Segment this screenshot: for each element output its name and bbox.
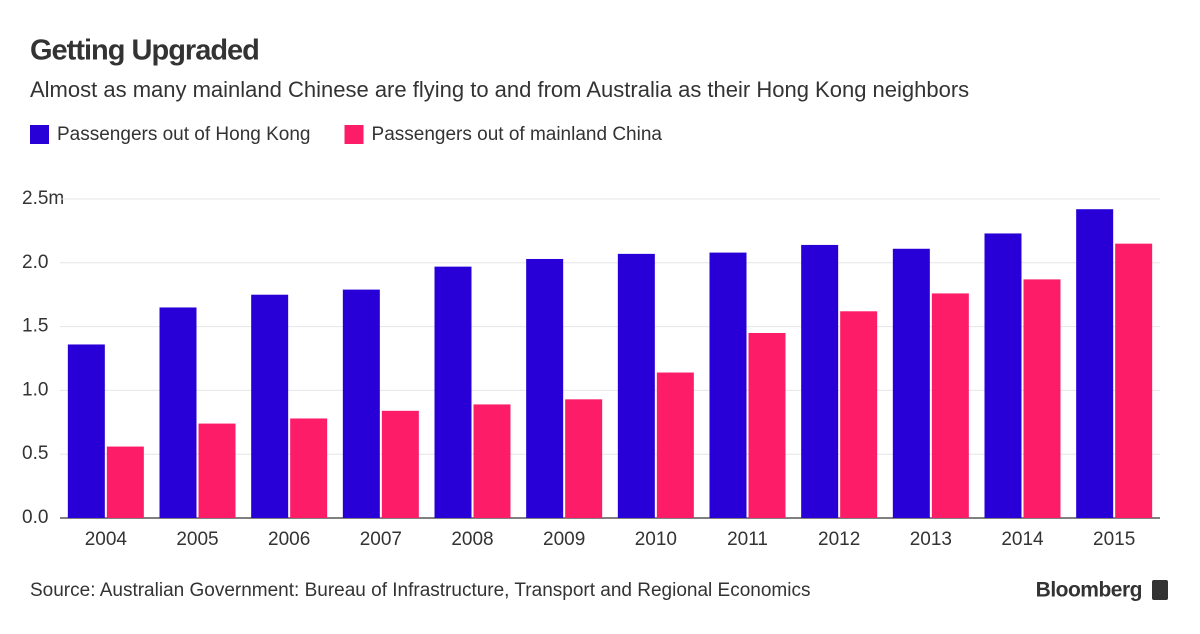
brand: Bloomberg — [1036, 579, 1142, 602]
bar — [984, 233, 1022, 518]
x-tick-label: 2015 — [1093, 529, 1135, 550]
bar — [1115, 243, 1153, 518]
bar — [892, 248, 930, 518]
bar — [1076, 209, 1114, 518]
bar — [159, 307, 197, 518]
x-tick-label: 2005 — [176, 529, 218, 550]
x-tick-label: 2007 — [360, 529, 402, 550]
x-tick-label: 2011 — [727, 529, 768, 550]
bar — [290, 418, 328, 518]
x-tick-label: 2010 — [635, 529, 677, 550]
x-tick-label: 2006 — [268, 529, 310, 550]
chart-title: Getting Upgraded — [30, 35, 259, 67]
bar — [748, 332, 786, 518]
legend-label: Passengers out of mainland China — [372, 124, 663, 145]
y-tick-label: 0.0 — [22, 507, 48, 528]
bar — [251, 294, 289, 518]
x-tick-label: 2012 — [818, 529, 860, 550]
bar — [526, 258, 564, 518]
x-tick-label: 2014 — [1001, 529, 1044, 550]
bar — [617, 253, 655, 519]
legend-swatch — [344, 125, 364, 144]
bar — [931, 293, 969, 518]
x-tick-label: 2004 — [85, 529, 128, 550]
legend-label: Passengers out of Hong Kong — [57, 124, 311, 145]
x-tick-label: 2009 — [543, 529, 585, 550]
bar — [106, 446, 144, 518]
bar — [709, 252, 747, 519]
bar — [381, 410, 419, 518]
bar — [565, 399, 603, 518]
y-tick-label: 2.0 — [22, 252, 48, 273]
legend-swatch — [30, 125, 49, 144]
y-tick-label: 1.5 — [22, 316, 48, 337]
chart-subtitle: Almost as many mainland Chinese are flyi… — [30, 77, 969, 102]
y-tick-label: 1.0 — [22, 379, 48, 400]
bar — [473, 404, 511, 518]
y-tick-label: 0.5 — [22, 443, 48, 464]
bar — [342, 289, 380, 518]
bar — [656, 372, 694, 518]
bar — [840, 311, 878, 518]
brand-icon — [1152, 580, 1168, 600]
bar — [67, 344, 105, 518]
bar — [1023, 279, 1061, 518]
x-tick-label: 2013 — [910, 529, 952, 550]
bar — [434, 266, 472, 518]
bar — [801, 244, 839, 518]
source: Source: Australian Government: Bureau of… — [30, 580, 810, 601]
bar — [198, 423, 236, 518]
y-tick-label: 2.5m — [22, 188, 64, 209]
x-tick-label: 2008 — [451, 529, 493, 550]
